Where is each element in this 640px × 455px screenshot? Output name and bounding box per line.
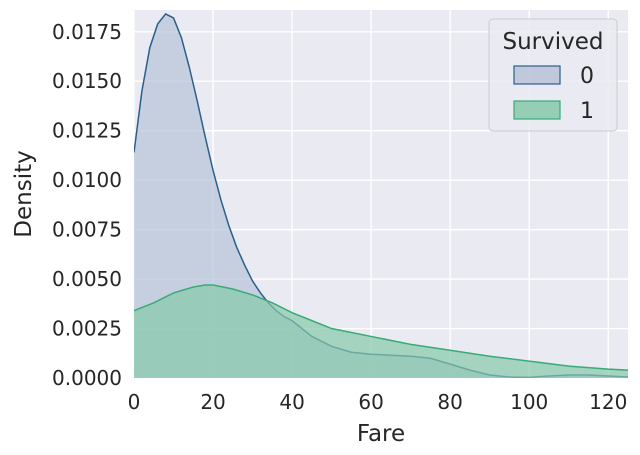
x-tick-label: 0: [128, 390, 141, 414]
series-1-area: [134, 285, 628, 378]
x-axis-label: Fare: [357, 421, 405, 447]
x-tick-label: 40: [279, 390, 304, 414]
y-tick-label: 0.0175: [52, 20, 122, 44]
y-axis-label: Density: [11, 150, 37, 237]
series-1-line: [134, 284, 628, 371]
legend-swatch-1: [513, 100, 561, 120]
x-tick-label: 120: [589, 390, 627, 414]
x-tick-label: 20: [200, 390, 225, 414]
series-layer: [134, 13, 628, 378]
y-tick-label: 0.0075: [52, 218, 122, 242]
legend-label-1: 1: [580, 99, 594, 124]
legend-label-0: 0: [580, 64, 594, 89]
x-tick-label: 100: [510, 390, 548, 414]
y-tick-label: 0.0100: [52, 168, 122, 192]
legend-swatch-0: [513, 65, 561, 85]
x-tick-label: 80: [437, 390, 462, 414]
y-axis-ticks: 0.0000 0.0025 0.0050 0.0075 0.0100 0.0125 0.01…: [52, 20, 122, 390]
legend: Survived 01: [488, 18, 618, 132]
y-tick-label: 0.0000: [52, 366, 122, 390]
legend-entries: 01: [513, 64, 594, 124]
y-tick-label: 0.0025: [52, 317, 122, 341]
legend-title: Survived: [503, 29, 604, 55]
y-tick-label: 0.0125: [52, 119, 122, 143]
y-tick-label: 0.0150: [52, 69, 122, 93]
x-axis-ticks: 0 20 40 60 80 100 120: [128, 390, 628, 414]
x-tick-label: 60: [358, 390, 383, 414]
y-tick-label: 0.0050: [52, 267, 122, 291]
